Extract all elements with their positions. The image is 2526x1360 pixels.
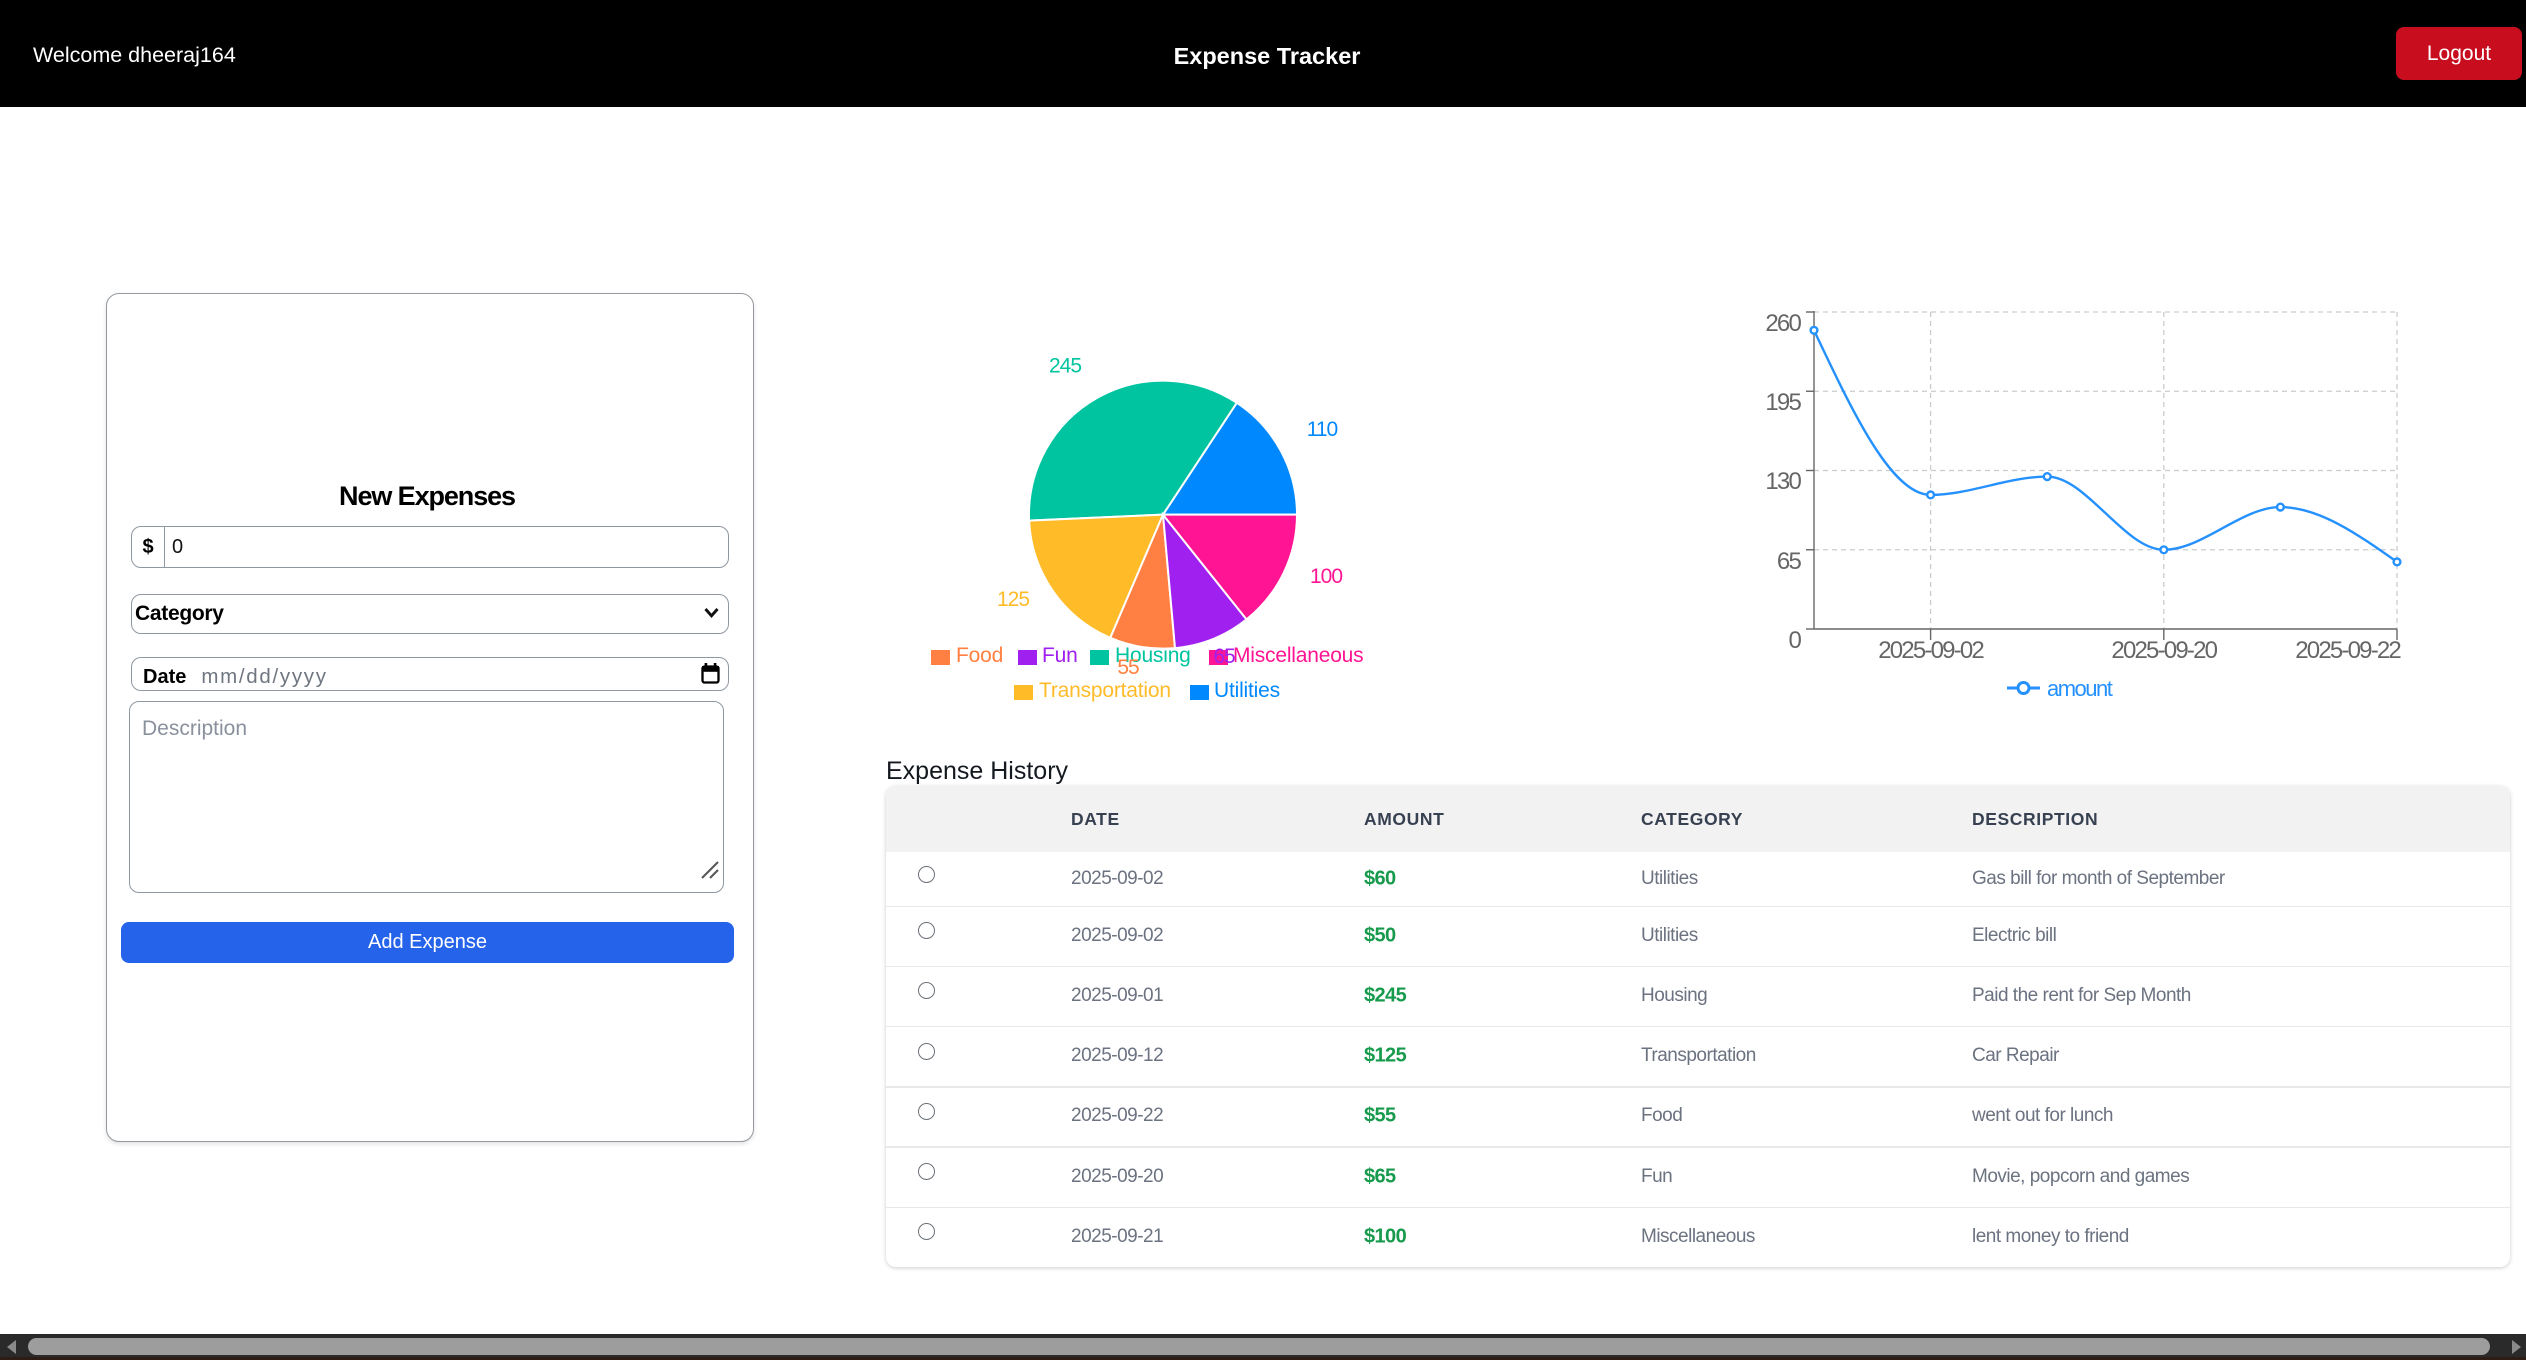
svg-text:2025-09-02: 2025-09-02 xyxy=(1878,637,1984,664)
svg-text:2025-09-20: 2025-09-20 xyxy=(2111,637,2217,664)
svg-text:amount: amount xyxy=(2047,676,2113,701)
svg-text:130: 130 xyxy=(1765,468,1801,495)
svg-text:245: 245 xyxy=(1049,355,1081,378)
svg-text:125: 125 xyxy=(997,588,1029,611)
svg-text:260: 260 xyxy=(1765,310,1801,337)
svg-text:55: 55 xyxy=(1117,656,1139,679)
svg-text:110: 110 xyxy=(1307,418,1338,441)
svg-text:100: 100 xyxy=(1310,565,1342,588)
svg-text:0: 0 xyxy=(1788,627,1801,654)
svg-text:195: 195 xyxy=(1765,389,1801,416)
svg-text:2025-09-22: 2025-09-22 xyxy=(2295,637,2401,664)
svg-text:65: 65 xyxy=(1777,548,1802,575)
svg-text:65: 65 xyxy=(1213,645,1235,668)
